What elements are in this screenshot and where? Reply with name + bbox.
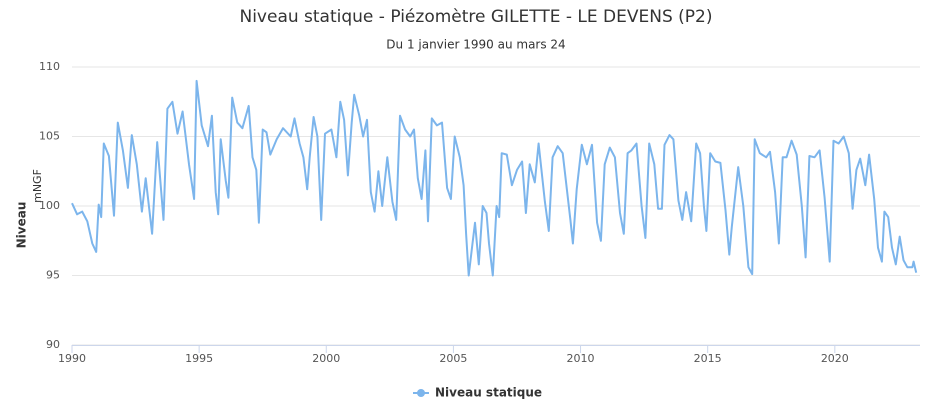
x-tick-label: 2005 xyxy=(439,352,467,365)
y-tick-label: 105 xyxy=(39,130,60,143)
y-tick-label: 100 xyxy=(39,199,60,212)
x-tick-label: 1990 xyxy=(58,352,86,365)
x-tick-label: 2015 xyxy=(694,352,722,365)
x-tick-label: 2010 xyxy=(567,352,595,365)
legend-item[interactable]: Niveau statique xyxy=(435,386,542,400)
y-tick-label: 110 xyxy=(39,60,60,73)
x-tick-label: 2020 xyxy=(821,352,849,365)
legend-marker xyxy=(417,389,425,397)
x-tick-label: 1995 xyxy=(185,352,213,365)
chart-subtitle: Du 1 janvier 1990 au mars 24 xyxy=(386,38,565,52)
chart-title: Niveau statique - Piézomètre GILETTE - L… xyxy=(239,7,712,27)
y-axis-title: Niveau xyxy=(15,202,29,249)
data-line xyxy=(71,79,918,277)
y-tick-label: 90 xyxy=(46,338,60,351)
y-axis-unit: mNGF xyxy=(31,169,44,203)
y-tick-label: 95 xyxy=(46,269,60,282)
x-tick-label: 2000 xyxy=(312,352,340,365)
